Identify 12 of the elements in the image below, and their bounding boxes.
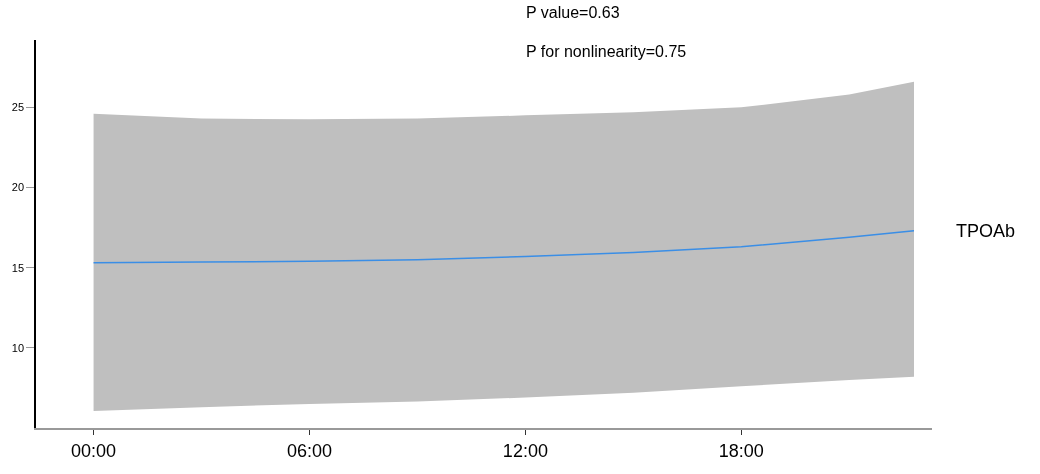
text: TPOAb — [956, 221, 1016, 241]
x-tick-label: 06:00 — [286, 440, 332, 461]
text: P value=0.63 — [526, 4, 620, 21]
x-tick-label: 00:00 — [71, 440, 117, 461]
y-tick-label: 20 — [11, 181, 25, 194]
x-tick-label: 18:00 — [718, 440, 764, 461]
x-tick-label: 12:00 — [502, 440, 548, 461]
y-tick-label: 15 — [11, 261, 25, 274]
y-tick-label: 10 — [11, 341, 25, 354]
annotation: P for nonlinearity=0.75 — [526, 43, 687, 60]
y-tick-label: 25 — [11, 101, 25, 114]
line-series — [92, 230, 915, 264]
